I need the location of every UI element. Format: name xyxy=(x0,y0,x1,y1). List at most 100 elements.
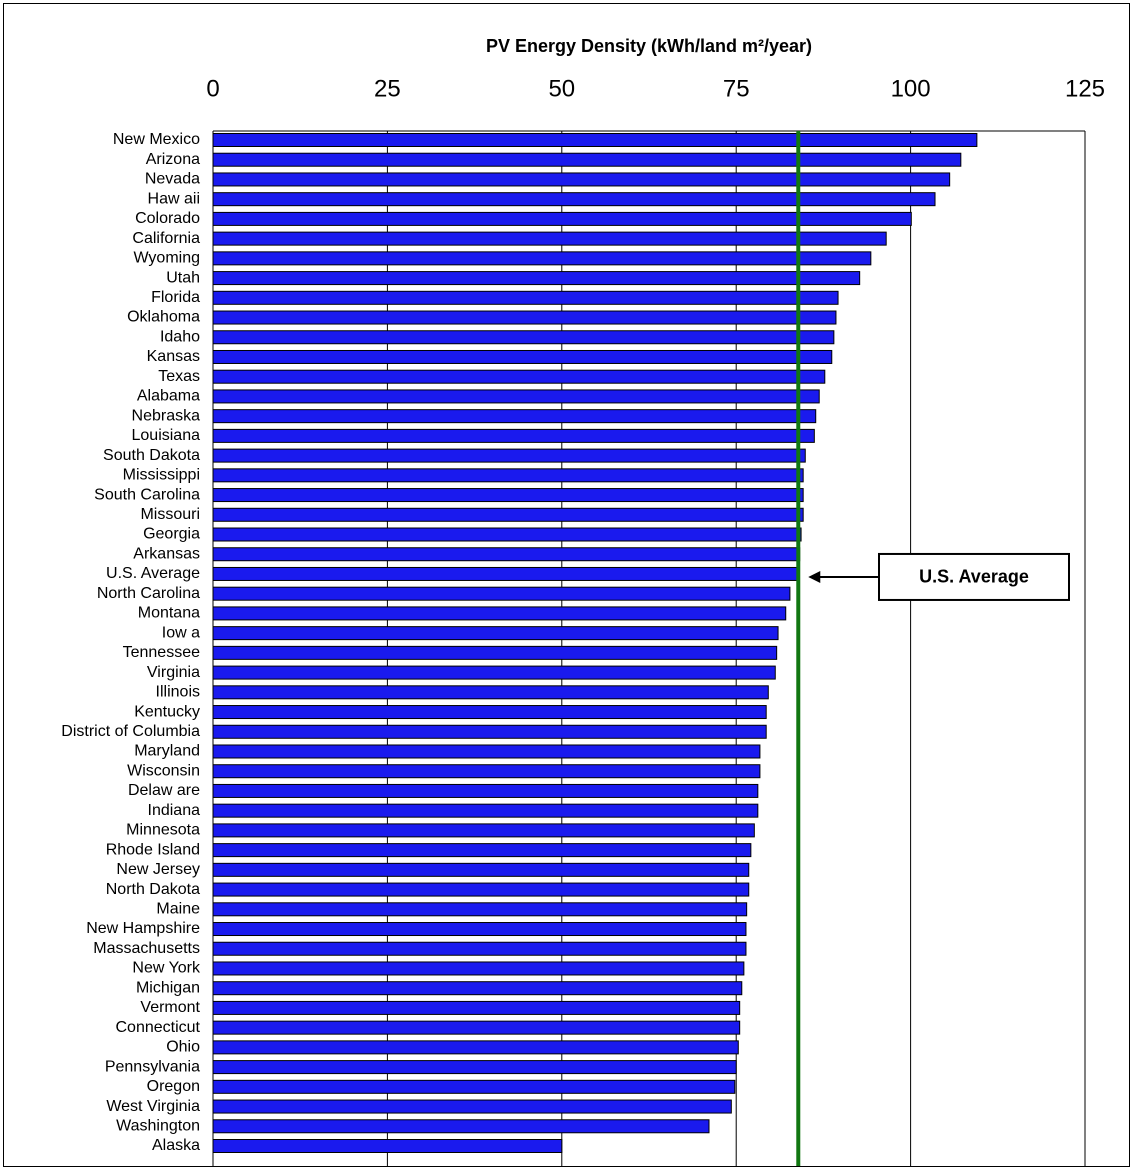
bar xyxy=(212,566,799,581)
y-tick-label: South Dakota xyxy=(103,447,200,464)
y-tick-label: Connecticut xyxy=(116,1019,201,1036)
bar xyxy=(212,1079,736,1094)
bar xyxy=(212,626,779,641)
y-tick-label: Pennsylvania xyxy=(105,1058,200,1075)
y-tick-label: Oregon xyxy=(147,1078,200,1095)
bar xyxy=(212,1119,710,1134)
y-tick-label: New Mexico xyxy=(113,131,200,148)
bar xyxy=(212,665,776,680)
bar xyxy=(212,527,802,542)
bar xyxy=(212,586,791,601)
y-tick-label: Georgia xyxy=(143,526,200,543)
bar xyxy=(212,330,835,345)
y-tick-label: Montana xyxy=(138,605,200,622)
y-tick-label: Indiana xyxy=(148,802,201,819)
bar xyxy=(212,172,951,187)
bar xyxy=(212,981,743,996)
y-tick-label: Arizona xyxy=(146,151,200,168)
bar xyxy=(212,1000,741,1015)
bar xyxy=(212,724,767,739)
bar xyxy=(212,764,761,779)
bar xyxy=(212,1020,741,1035)
bar xyxy=(212,941,747,956)
x-tick-label: 100 xyxy=(891,75,931,102)
y-tick-label: Utah xyxy=(166,269,200,286)
y-tick-label: Tennessee xyxy=(123,644,200,661)
bar xyxy=(212,231,887,246)
x-tick-label: 50 xyxy=(548,75,575,102)
y-tick-label: Oklahoma xyxy=(127,309,200,326)
bar xyxy=(212,468,804,483)
y-tick-label: Alabama xyxy=(137,388,200,405)
bar xyxy=(212,133,978,147)
annotation-box xyxy=(878,552,1070,601)
y-tick-label: North Dakota xyxy=(106,881,200,898)
bar xyxy=(212,547,801,562)
y-tick-label: Maryland xyxy=(134,743,200,760)
y-tick-label: Colorado xyxy=(135,210,200,227)
bar xyxy=(212,823,755,838)
y-tick-label: Wisconsin xyxy=(127,762,200,779)
y-tick-label: Nevada xyxy=(145,171,200,188)
y-tick-label: New Hampshire xyxy=(86,920,200,937)
bar xyxy=(212,705,767,720)
bar xyxy=(212,803,759,818)
bar xyxy=(212,488,804,503)
y-tick-label: Vermont xyxy=(140,999,200,1016)
bar xyxy=(212,882,750,897)
bar xyxy=(212,152,962,167)
bar xyxy=(212,409,817,424)
y-tick-label: Minnesota xyxy=(126,822,200,839)
bar xyxy=(212,369,826,384)
y-tick-label: North Carolina xyxy=(97,585,200,602)
annotation-arrowhead xyxy=(808,570,821,583)
bar xyxy=(212,349,833,364)
y-tick-label: Ohio xyxy=(166,1039,200,1056)
y-tick-label: Haw aii xyxy=(148,190,200,207)
bar xyxy=(212,843,752,858)
y-tick-label: Florida xyxy=(151,289,200,306)
bar xyxy=(212,1060,737,1075)
bar xyxy=(212,902,748,917)
y-tick-label: South Carolina xyxy=(94,486,200,503)
y-tick-label: Wyoming xyxy=(133,250,200,267)
bar xyxy=(212,1040,739,1055)
y-tick-label: Idaho xyxy=(160,328,200,345)
bar xyxy=(212,862,750,877)
y-tick-label: West Virginia xyxy=(106,1098,200,1115)
y-tick-label: Missouri xyxy=(140,506,200,523)
y-tick-label: District of Columbia xyxy=(61,723,200,740)
x-tick-label: 0 xyxy=(206,75,219,102)
y-tick-label: New Jersey xyxy=(116,861,200,878)
bar xyxy=(212,448,806,463)
chart-title: PV Energy Density (kWh/land m²/year) xyxy=(486,36,812,56)
y-tick-label: Iow a xyxy=(162,624,200,641)
bar xyxy=(212,271,861,286)
bar xyxy=(212,389,820,404)
bar xyxy=(212,961,745,976)
y-tick-label: Illinois xyxy=(156,684,200,701)
bar xyxy=(212,645,778,660)
y-tick-label: California xyxy=(132,230,200,247)
y-tick-label: U.S. Average xyxy=(106,565,200,582)
bar xyxy=(212,251,872,266)
y-tick-label: Maine xyxy=(156,901,200,918)
bar xyxy=(212,192,936,207)
annotation-text: U.S. Average xyxy=(919,567,1029,587)
bar xyxy=(212,922,747,937)
bar xyxy=(212,310,837,325)
bar xyxy=(212,507,804,522)
bar xyxy=(212,1099,732,1114)
bar xyxy=(212,783,759,798)
bar xyxy=(212,606,787,621)
bar xyxy=(212,290,839,305)
y-tick-label: Massachusetts xyxy=(93,940,200,957)
y-tick-label: Rhode Island xyxy=(106,841,200,858)
y-tick-label: Michigan xyxy=(136,979,200,996)
bar xyxy=(212,685,769,700)
bar xyxy=(212,744,761,759)
y-tick-label: Delaw are xyxy=(128,782,200,799)
y-tick-label: Washington xyxy=(116,1117,200,1134)
y-tick-label: Arkansas xyxy=(133,545,200,562)
y-tick-label: Texas xyxy=(158,368,200,385)
